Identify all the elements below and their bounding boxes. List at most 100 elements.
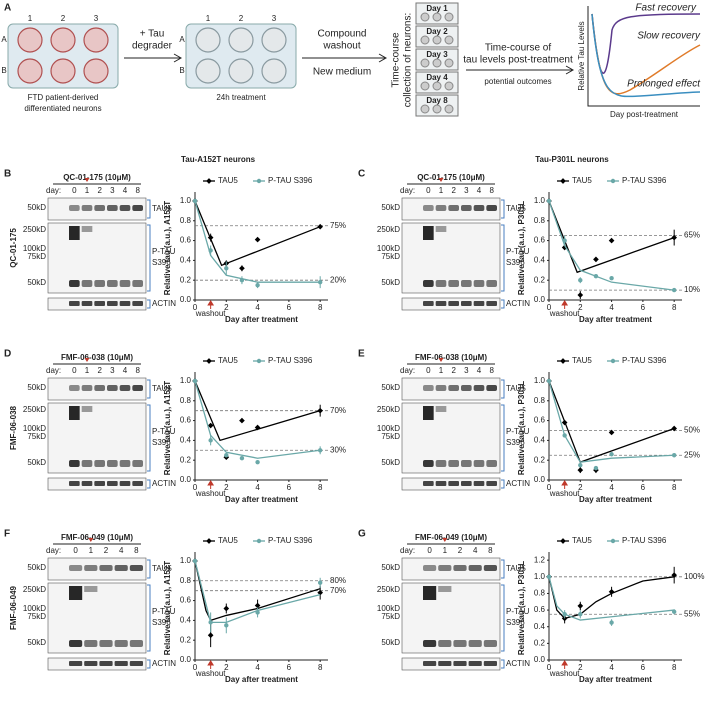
x-tick-label: 0 bbox=[193, 483, 198, 492]
band bbox=[473, 481, 485, 486]
legend-label: TAU5 bbox=[572, 356, 592, 365]
y-tick-label: 0.8 bbox=[180, 396, 192, 405]
y-axis-label: Relative tau (a.u.), P301L bbox=[517, 381, 526, 475]
x-tick-label: 2 bbox=[578, 663, 583, 672]
day-label: day: bbox=[46, 546, 61, 555]
legend-label: P-TAU S396 bbox=[268, 356, 313, 365]
point bbox=[239, 265, 245, 272]
lane-label: 3 bbox=[464, 366, 469, 375]
band bbox=[84, 565, 98, 571]
point bbox=[593, 274, 599, 279]
lane-label: 2 bbox=[451, 186, 456, 195]
band bbox=[423, 385, 434, 391]
fit-line bbox=[194, 380, 321, 459]
band bbox=[473, 280, 485, 287]
point bbox=[192, 558, 198, 564]
concept-axes bbox=[587, 6, 700, 107]
band bbox=[107, 205, 118, 211]
y-tick-label: 0.6 bbox=[180, 416, 192, 425]
band bbox=[448, 301, 459, 306]
lane-label: 8 bbox=[489, 186, 494, 195]
panel-letter: A bbox=[4, 3, 11, 14]
x-tick-label: 4 bbox=[609, 483, 614, 492]
mw-marker: 100kD bbox=[377, 604, 400, 613]
mw-marker: 250kD bbox=[23, 585, 46, 594]
band bbox=[435, 205, 447, 211]
row-label: FMF-06-049 bbox=[9, 585, 18, 630]
mw-marker: 50kD bbox=[27, 563, 46, 572]
band bbox=[94, 481, 105, 486]
x-tick-label: 2 bbox=[578, 303, 583, 312]
band bbox=[453, 640, 467, 647]
y-tick-label: 0.4 bbox=[534, 435, 546, 444]
band bbox=[423, 205, 434, 211]
well bbox=[420, 81, 430, 91]
band bbox=[473, 205, 485, 211]
point bbox=[608, 429, 615, 436]
bracket bbox=[501, 199, 505, 219]
y-tick-label: 0.2 bbox=[180, 635, 192, 644]
point bbox=[224, 453, 229, 458]
blot-label: TAU5 bbox=[152, 204, 172, 213]
legend-marker bbox=[610, 178, 616, 184]
mw-marker: 75kD bbox=[381, 252, 400, 261]
reference-label: 30% bbox=[330, 445, 346, 454]
band bbox=[69, 460, 80, 467]
bracket bbox=[147, 199, 151, 219]
blot-label: S396 bbox=[152, 438, 171, 447]
annotation: washout bbox=[549, 489, 581, 498]
washout-arrow bbox=[561, 480, 569, 489]
mw-marker: 100kD bbox=[23, 604, 46, 613]
band bbox=[435, 481, 447, 486]
lane-label: 2 bbox=[458, 546, 463, 555]
x-tick-label: 0 bbox=[547, 663, 552, 672]
band bbox=[107, 280, 118, 287]
y-tick-label: 0.0 bbox=[180, 475, 192, 484]
point bbox=[546, 198, 552, 204]
blot-label: TAU5 bbox=[152, 564, 172, 573]
bracket bbox=[147, 584, 151, 652]
x-tick-label: 8 bbox=[672, 663, 677, 672]
mw-marker: 100kD bbox=[23, 424, 46, 433]
annotation: washout bbox=[549, 669, 581, 678]
lane-label: 8 bbox=[135, 186, 140, 195]
arrow bbox=[466, 65, 575, 75]
lane-label: 2 bbox=[97, 366, 102, 375]
band bbox=[468, 640, 482, 647]
point bbox=[223, 605, 230, 612]
reference-label: 80% bbox=[330, 576, 346, 585]
well bbox=[432, 12, 442, 22]
bracket bbox=[501, 299, 505, 309]
lane-label: 0 bbox=[72, 186, 77, 195]
band bbox=[81, 205, 93, 211]
band bbox=[461, 460, 472, 467]
fit-line bbox=[194, 560, 321, 622]
band bbox=[486, 301, 497, 306]
lane-label: 4 bbox=[477, 366, 482, 375]
panel-letter: G bbox=[358, 529, 366, 540]
mw-marker: 250kD bbox=[23, 225, 46, 234]
point bbox=[317, 580, 323, 585]
blot-title: QC-01-175 (10μM) bbox=[417, 173, 485, 182]
mw-marker: 250kD bbox=[377, 585, 400, 594]
x-tick-label: 2 bbox=[224, 663, 229, 672]
blot-label: S396 bbox=[506, 438, 525, 447]
band bbox=[69, 301, 80, 306]
y-tick-label: 0.8 bbox=[534, 216, 546, 225]
point bbox=[578, 277, 583, 283]
y-tick-label: 1.0 bbox=[180, 196, 192, 205]
point bbox=[671, 425, 678, 432]
reference-label: 50% bbox=[684, 426, 700, 435]
legend-label: P-TAU S396 bbox=[622, 176, 667, 185]
point bbox=[609, 620, 614, 625]
row-label: QC-01-175 bbox=[9, 228, 18, 268]
plate-col: 3 bbox=[272, 14, 277, 23]
smear bbox=[438, 586, 452, 592]
bracket bbox=[501, 559, 505, 579]
band bbox=[94, 460, 105, 467]
band bbox=[107, 481, 118, 486]
lane-label: 0 bbox=[427, 546, 432, 555]
step: New medium bbox=[313, 67, 371, 78]
